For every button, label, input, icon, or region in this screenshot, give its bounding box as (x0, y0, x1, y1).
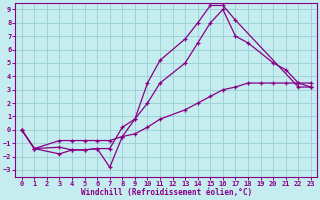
X-axis label: Windchill (Refroidissement éolien,°C): Windchill (Refroidissement éolien,°C) (81, 188, 252, 197)
